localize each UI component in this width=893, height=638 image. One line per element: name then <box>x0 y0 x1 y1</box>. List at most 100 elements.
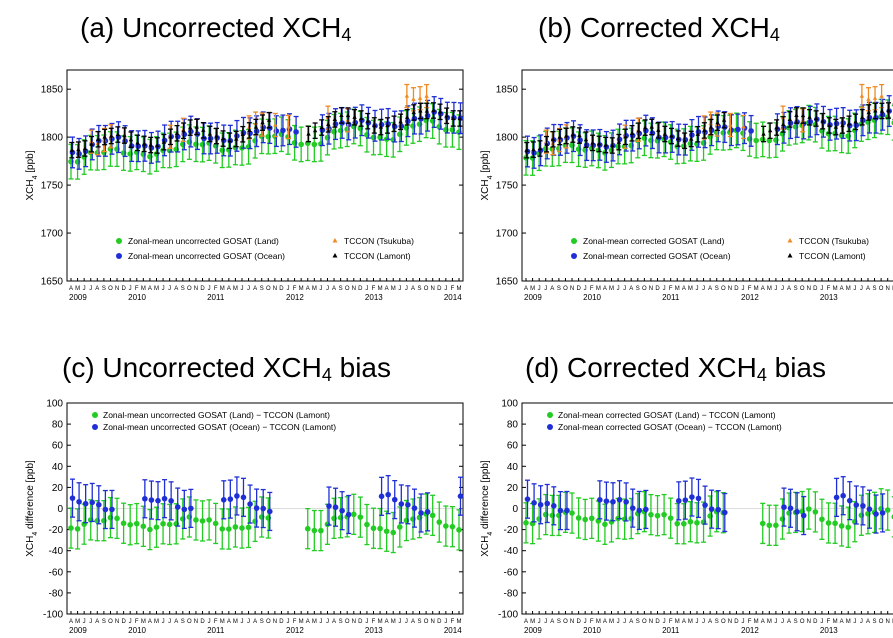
x-year-label: 2010 <box>583 626 601 635</box>
x-month-label: J <box>860 619 863 625</box>
x-month-label: J <box>240 286 243 292</box>
x-month-label: A <box>69 619 73 625</box>
x-month-label: F <box>748 619 752 625</box>
lamont-point <box>431 108 436 113</box>
x-month-label: N <box>115 286 119 292</box>
lamont-point <box>583 137 589 142</box>
x-month-label: J <box>208 619 211 625</box>
lamont-point <box>577 133 582 138</box>
lamont-point <box>702 128 707 133</box>
x-month-label: S <box>102 619 106 625</box>
ocean-point <box>616 496 623 503</box>
x-year-label: 2011 <box>662 626 680 635</box>
x-month-label: J <box>663 619 666 625</box>
x-month-label: M <box>312 619 317 625</box>
x-month-label: N <box>431 619 435 625</box>
legend-label: Zonal-mean corrected GOSAT (Land) <box>583 236 725 246</box>
y-axis-label: XCH4 difference [ppb] <box>25 460 39 557</box>
x-month-label: S <box>636 619 640 625</box>
x-month-label: M <box>530 619 535 625</box>
x-month-label: J <box>544 286 547 292</box>
land-point <box>595 518 602 524</box>
lamont-point <box>444 113 449 118</box>
land-point <box>773 522 779 529</box>
x-month-label: S <box>557 619 561 625</box>
land-point <box>311 141 318 148</box>
lamont-point <box>89 141 94 146</box>
x-month-label: S <box>557 286 561 292</box>
x-month-label: S <box>260 286 264 292</box>
legend-marker <box>116 238 122 244</box>
lamont-point <box>128 137 134 142</box>
y-tick-label: -20 <box>504 525 519 536</box>
x-month-label: F <box>293 286 297 292</box>
x-month-label: J <box>83 619 86 625</box>
ocean-point <box>682 497 689 503</box>
x-month-label: J <box>326 619 329 625</box>
ocean-point <box>537 501 544 508</box>
ocean-point <box>135 143 142 150</box>
x-month-label: S <box>339 286 343 292</box>
lamont-point <box>345 113 351 118</box>
ocean-point <box>564 507 570 514</box>
text-part: XCH <box>480 536 491 557</box>
ocean-point <box>398 501 405 507</box>
x-year-label: 2012 <box>286 626 304 635</box>
lamont-point <box>339 113 344 118</box>
x-month-label: S <box>794 619 798 625</box>
land-point <box>74 526 81 532</box>
x-month-label: O <box>879 619 884 625</box>
land-point <box>436 519 443 525</box>
ocean-point <box>794 119 800 125</box>
land-point <box>674 520 681 527</box>
subscript: 4 <box>341 25 351 45</box>
land-point <box>681 520 687 527</box>
y-tick-label: 1700 <box>496 229 519 240</box>
x-month-label: A <box>603 619 607 625</box>
y-tick-label: 60 <box>52 441 64 452</box>
lamont-point <box>352 114 357 119</box>
x-month-label: A <box>682 286 686 292</box>
x-month-label: D <box>734 286 739 292</box>
x-month-label: D <box>121 286 126 292</box>
x-month-label: D <box>576 619 581 625</box>
x-month-label: S <box>794 286 798 292</box>
x-month-label: D <box>655 286 660 292</box>
lamont-point <box>879 108 885 113</box>
x-year-label: 2013 <box>820 626 838 635</box>
lamont-point <box>603 142 608 147</box>
x-month-label: A <box>866 619 870 625</box>
land-point <box>766 522 773 529</box>
x-month-label: O <box>721 619 726 625</box>
x-month-label: S <box>181 286 185 292</box>
legend-label: Zonal-mean corrected GOSAT (Ocean) <box>583 251 731 261</box>
ocean-point <box>332 504 339 511</box>
x-month-label: A <box>603 286 607 292</box>
x-month-label: O <box>800 286 805 292</box>
tsukuba-point <box>286 124 291 129</box>
lamont-point <box>846 121 852 126</box>
lamont-point <box>662 131 668 136</box>
x-month-label: N <box>194 286 198 292</box>
tsukuba-point <box>879 93 884 98</box>
text-part: bias <box>767 352 826 383</box>
x-month-label: N <box>649 619 653 625</box>
ocean-point <box>280 127 286 134</box>
text-part: (a) Uncorrected XCH <box>80 12 341 43</box>
x-month-label: M <box>378 286 383 292</box>
x-year-label: 2012 <box>286 293 304 302</box>
ocean-point <box>721 509 728 516</box>
legend-marker <box>92 424 98 430</box>
x-month-label: F <box>214 286 218 292</box>
ocean-point <box>109 506 115 513</box>
x-month-label: O <box>345 286 350 292</box>
x-month-label: N <box>728 286 732 292</box>
ocean-point <box>715 506 722 513</box>
x-month-label: M <box>75 619 80 625</box>
land-point <box>370 525 377 532</box>
panel-d: (d) Corrected XCH4 bias-100-80-60-40-200… <box>480 352 893 635</box>
lamont-point <box>240 131 245 136</box>
ocean-point <box>629 505 636 511</box>
text-part: bias <box>332 352 391 383</box>
ocean-point <box>378 493 385 500</box>
